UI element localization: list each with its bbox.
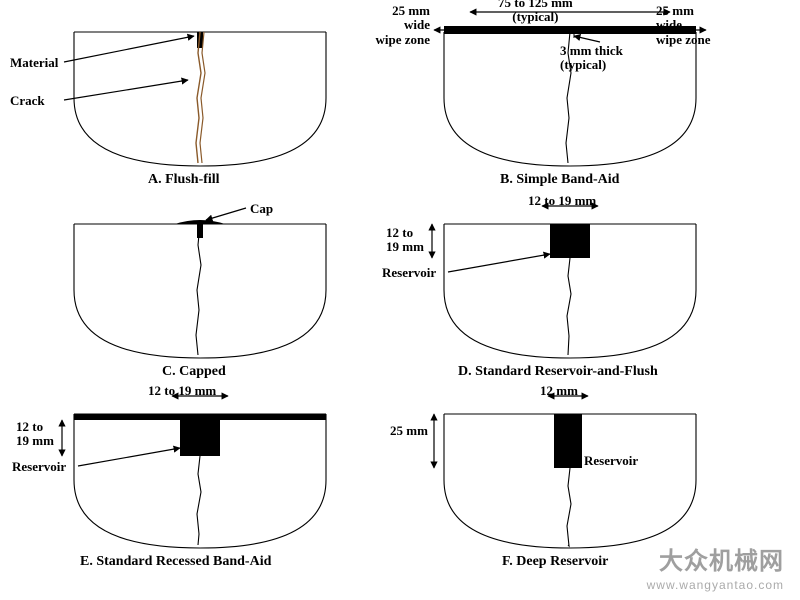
label: 12 to 19 mm — [148, 384, 216, 398]
label: Reservoir — [382, 266, 436, 280]
label: 25 mm wide wipe zone — [656, 4, 711, 47]
panel-e: 12 to 19 mm12 to 19 mmReservoirE. Standa… — [70, 400, 380, 590]
label: Material — [10, 56, 58, 70]
label: 12 to 19 mm — [386, 226, 424, 255]
label: Cap — [250, 202, 273, 216]
section-svg — [340, 180, 790, 390]
label: Reservoir — [584, 454, 638, 468]
label: 25 mm wide wipe zone — [350, 4, 430, 47]
label: 12 mm — [540, 384, 578, 398]
label: 3 mm thick (typical) — [560, 44, 623, 73]
label: Crack — [10, 94, 45, 108]
watermark-url: www.wangyantao.com — [647, 578, 784, 592]
label: 12 to 19 mm — [528, 194, 596, 208]
watermark-logo: 大众机械网 — [659, 541, 784, 576]
label: 25 mm — [390, 424, 428, 438]
panel-caption: E. Standard Recessed Band-Aid — [80, 554, 271, 570]
panel-caption: F. Deep Reservoir — [502, 554, 608, 570]
label: 12 to 19 mm — [16, 420, 54, 449]
label: Reservoir — [12, 460, 66, 474]
label: 75 to 125 mm (typical) — [498, 0, 573, 25]
